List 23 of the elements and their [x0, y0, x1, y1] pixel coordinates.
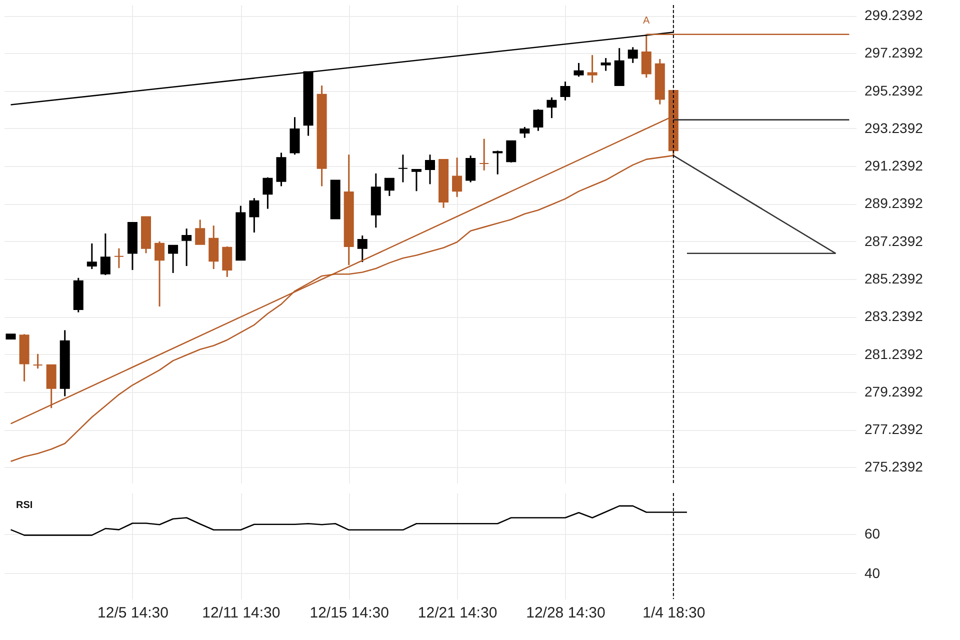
- y-tick-label: 277.2392: [864, 421, 924, 438]
- x-tick-label: 12/28 14:30: [526, 604, 606, 622]
- y-tick-label: 285.2392: [864, 270, 924, 287]
- x-tick-label: 12/11 14:30: [202, 604, 280, 622]
- y-tick-label: 287.2392: [864, 232, 924, 249]
- y-tick-label: 299.2392: [864, 7, 924, 24]
- x-tick-label: 12/21 14:30: [418, 604, 498, 622]
- x-tick-label: 12/5 14:30: [98, 604, 168, 622]
- y-tick-label: 275.2392: [864, 458, 924, 475]
- y-tick-label: 295.2392: [864, 82, 924, 98]
- y-tick-label: 279.2392: [864, 383, 924, 400]
- y-tick-label: 60: [864, 526, 880, 542]
- y-tick-label: 40: [864, 564, 880, 581]
- x-tick-label: 1/4 18:30: [642, 604, 706, 622]
- y-tick-label: 283.2392: [864, 308, 924, 324]
- y-tick-label: 293.2392: [864, 120, 924, 136]
- annotation: A: [643, 15, 650, 26]
- y-tick-label: 291.2392: [864, 158, 924, 174]
- y-tick-label: 289.2392: [864, 195, 924, 212]
- y-tick-label: 281.2392: [864, 346, 924, 362]
- y-tick-label: 297.2392: [864, 44, 924, 61]
- text: RSI: [16, 500, 33, 511]
- x-tick-label: 12/15 14:30: [310, 604, 389, 622]
